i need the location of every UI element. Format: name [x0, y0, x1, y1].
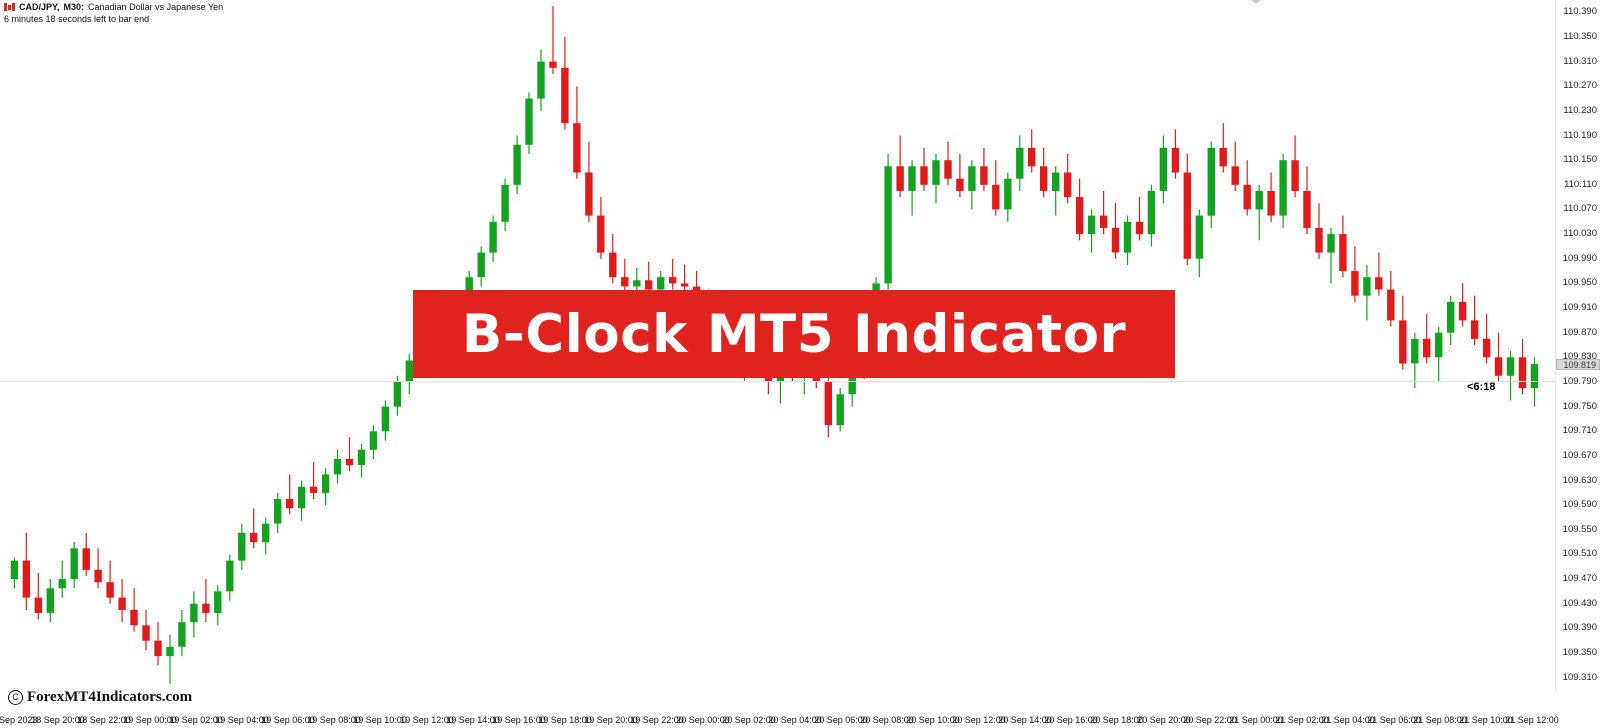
price-scale-divider: [1555, 0, 1556, 690]
price-tick: 109.550: [1562, 523, 1597, 535]
price-tick: 109.830: [1562, 351, 1597, 363]
price-tick: 110.190: [1563, 129, 1597, 141]
time-tick: 21 Sep 02:00: [1275, 715, 1329, 725]
time-tick: 21 Sep 12:00: [1505, 715, 1559, 725]
price-tick: 109.870: [1562, 326, 1597, 338]
price-scale[interactable]: 109.819 110.390 110.350 110.310 110.270 110.…: [1556, 0, 1600, 690]
price-tick: 110.030: [1563, 228, 1597, 240]
price-tick: 109.590: [1562, 499, 1597, 511]
time-tick: 21 Sep 08:00: [1413, 715, 1467, 725]
price-tick: 109.470: [1562, 573, 1597, 585]
price-tick: 109.750: [1562, 400, 1597, 412]
symbol-name: CAD/JPY,: [19, 2, 60, 12]
price-tick: 110.390: [1563, 6, 1597, 18]
current-price-value: 109.819: [1563, 359, 1596, 370]
price-tick: 109.950: [1562, 277, 1597, 289]
watermark-text: ForexMT4Indicators.com: [27, 689, 193, 705]
time-tick: 21 Sep 04:00: [1321, 715, 1375, 725]
time-tick: 20 Sep 04:00: [768, 715, 822, 725]
time-tick: 20 Sep 06:00: [814, 715, 868, 725]
symbol-timeframe: M30:: [63, 2, 85, 12]
price-tick: 110.270: [1563, 80, 1597, 92]
time-tick: 20 Sep 20:00: [1137, 715, 1191, 725]
time-tick: 20 Sep 02:00: [722, 715, 776, 725]
price-tick: 109.430: [1562, 597, 1597, 609]
time-tick: 18 Sep 2023: [0, 715, 38, 725]
time-tick: 20 Sep 00:00: [676, 715, 730, 725]
indicator-title-text: B-Clock MT5 Indicator: [461, 303, 1127, 365]
time-tick: 20 Sep 10:00: [906, 715, 960, 725]
time-tick: 19 Sep 00:00: [123, 715, 177, 725]
canada-flag-icon: [4, 3, 15, 11]
time-tick: 20 Sep 22:00: [1183, 715, 1237, 725]
time-tick: 19 Sep 14:00: [446, 715, 500, 725]
time-tick: 19 Sep 06:00: [261, 715, 315, 725]
time-tick: 21 Sep 06:00: [1367, 715, 1421, 725]
time-tick: 20 Sep 08:00: [860, 715, 914, 725]
time-tick: 19 Sep 22:00: [630, 715, 684, 725]
price-tick: 110.150: [1563, 154, 1597, 166]
bclock-countdown-label: <6:18: [1467, 381, 1496, 393]
time-tick: 19 Sep 04:00: [215, 715, 269, 725]
watermark: C ForexMT4Indicators.com: [8, 689, 192, 706]
time-tick: 19 Sep 12:00: [400, 715, 454, 725]
time-tick: 19 Sep 08:00: [307, 715, 361, 725]
time-tick: 20 Sep 14:00: [998, 715, 1052, 725]
copyright-icon: C: [8, 690, 23, 705]
symbol-description: Canadian Dollar vs Japanese Yen: [88, 2, 224, 12]
price-tick: 109.350: [1562, 647, 1597, 659]
price-tick: 109.670: [1562, 449, 1597, 461]
price-tick: 109.630: [1562, 474, 1597, 486]
price-tick: 110.350: [1563, 30, 1597, 42]
time-tick: 19 Sep 18:00: [538, 715, 592, 725]
time-tick: 19 Sep 10:00: [353, 715, 407, 725]
price-tick: 109.710: [1562, 425, 1597, 437]
time-tick: 18 Sep 22:00: [77, 715, 131, 725]
candles-svg: [10, 6, 1539, 684]
price-tick: 109.990: [1562, 252, 1597, 264]
price-tick: 109.910: [1562, 302, 1597, 314]
time-tick: 19 Sep 02:00: [169, 715, 223, 725]
candlestick-plot: [0, 6, 1556, 684]
price-tick: 110.110: [1564, 178, 1597, 190]
current-price-line: [0, 381, 1556, 382]
price-tick: 109.790: [1562, 375, 1597, 387]
time-tick: 19 Sep 20:00: [584, 715, 638, 725]
time-tick: 18 Sep 20:00: [31, 715, 85, 725]
chart-top-nib-icon: [1251, 0, 1261, 4]
symbol-header: CAD/JPY, M30: Canadian Dollar vs Japanes…: [4, 2, 223, 12]
price-tick: 110.310: [1563, 55, 1597, 67]
bar-timer-text: 6 minutes 18 seconds left to bar end: [4, 14, 150, 24]
indicator-title-banner: B-Clock MT5 Indicator: [413, 290, 1175, 378]
price-tick: 110.230: [1563, 104, 1597, 116]
price-tick: 109.510: [1562, 548, 1597, 560]
time-tick: 20 Sep 16:00: [1044, 715, 1098, 725]
price-tick: 110.070: [1563, 203, 1597, 215]
time-tick: 20 Sep 18:00: [1090, 715, 1144, 725]
time-tick: 19 Sep 16:00: [492, 715, 546, 725]
time-tick: 21 Sep 10:00: [1459, 715, 1513, 725]
price-tick: 109.390: [1562, 622, 1597, 634]
price-tick: 109.310: [1562, 671, 1597, 683]
time-tick: 21 Sep 00:00: [1229, 715, 1283, 725]
time-tick: 20 Sep 12:00: [952, 715, 1006, 725]
